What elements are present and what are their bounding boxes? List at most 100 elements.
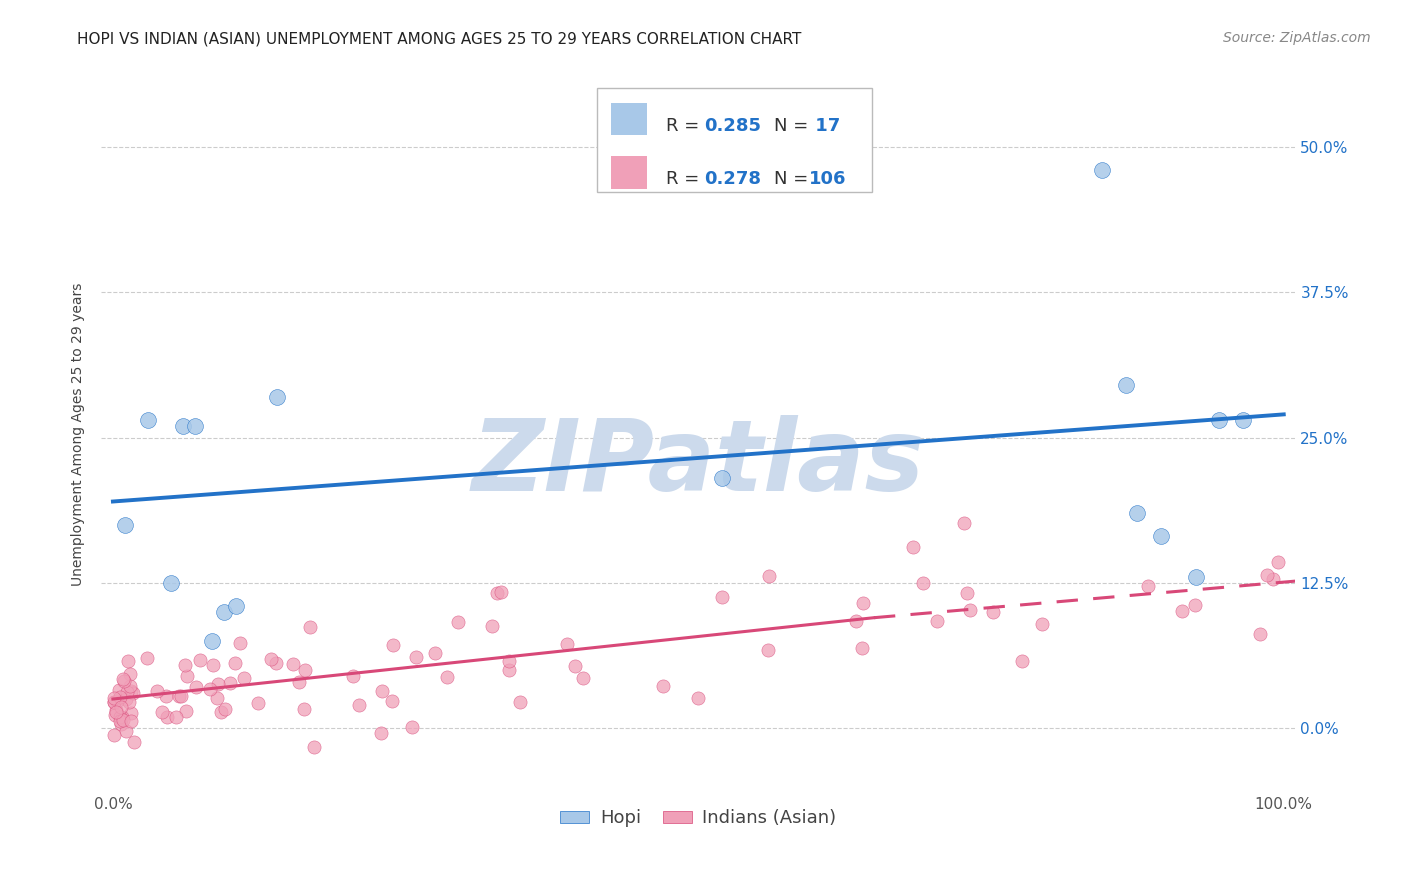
Point — [1011, 654, 1033, 668]
Point — [103, 695, 125, 709]
Point — [264, 657, 287, 671]
Point — [292, 702, 315, 716]
Text: HOPI VS INDIAN (ASIAN) UNEMPLOYMENT AMONG AGES 25 TO 29 YEARS CORRELATION CHART: HOPI VS INDIAN (ASIAN) UNEMPLOYMENT AMON… — [77, 31, 801, 46]
Point — [911, 575, 934, 590]
Point — [1256, 568, 1278, 582]
Point — [1115, 378, 1137, 392]
Point — [184, 419, 207, 434]
Point — [103, 691, 125, 706]
Text: Source: ZipAtlas.com: Source: ZipAtlas.com — [1223, 31, 1371, 45]
Text: R =: R = — [666, 170, 704, 188]
Point — [555, 636, 578, 650]
Point — [120, 679, 142, 693]
Point — [564, 659, 586, 673]
Point — [214, 702, 236, 716]
Point — [105, 705, 128, 719]
Point — [146, 683, 169, 698]
Point — [117, 654, 139, 668]
Point — [1185, 570, 1208, 584]
Point — [105, 694, 128, 708]
Text: N =: N = — [773, 170, 814, 188]
Point — [121, 686, 143, 700]
Point — [112, 673, 135, 687]
Point — [120, 714, 142, 728]
Point — [108, 710, 131, 724]
Point — [756, 643, 779, 657]
Point — [124, 734, 146, 748]
Point — [190, 653, 212, 667]
Point — [160, 575, 183, 590]
Y-axis label: Unemployment Among Ages 25 to 29 years: Unemployment Among Ages 25 to 29 years — [72, 283, 86, 586]
Point — [288, 674, 311, 689]
Point — [983, 605, 1005, 619]
Point — [107, 683, 129, 698]
Point — [112, 673, 135, 688]
Point — [342, 669, 364, 683]
Point — [118, 695, 141, 709]
Point — [108, 690, 131, 704]
Point — [233, 671, 256, 685]
Point — [852, 596, 875, 610]
Point — [571, 671, 593, 685]
Point — [266, 390, 288, 404]
Point — [209, 705, 232, 719]
Point — [349, 698, 371, 713]
Point — [108, 714, 131, 729]
Point — [172, 419, 194, 434]
Point — [155, 689, 177, 703]
FancyBboxPatch shape — [612, 156, 647, 188]
Point — [165, 709, 187, 723]
Text: 106: 106 — [810, 170, 846, 188]
Point — [498, 654, 520, 668]
Point — [136, 413, 159, 427]
Point — [260, 652, 283, 666]
Point — [1150, 529, 1173, 543]
Text: 0.285: 0.285 — [704, 117, 761, 135]
Point — [851, 641, 873, 656]
Point — [446, 615, 468, 629]
Point — [1137, 579, 1160, 593]
Point — [207, 677, 229, 691]
Point — [218, 675, 240, 690]
Point — [959, 603, 981, 617]
Point — [956, 586, 979, 600]
Point — [925, 615, 948, 629]
Point — [176, 669, 198, 683]
Point — [224, 656, 246, 670]
Point — [156, 709, 179, 723]
Point — [298, 620, 321, 634]
Point — [381, 638, 404, 652]
Point — [120, 684, 142, 698]
Point — [114, 723, 136, 738]
Point — [229, 636, 252, 650]
Text: 0.278: 0.278 — [704, 170, 761, 188]
Point — [1031, 617, 1053, 632]
Point — [401, 721, 423, 735]
Point — [110, 700, 132, 714]
Point — [498, 663, 520, 677]
Point — [111, 710, 134, 724]
Point — [1263, 573, 1285, 587]
Point — [371, 683, 394, 698]
Point — [845, 614, 868, 628]
Point — [114, 691, 136, 706]
Point — [281, 657, 304, 672]
Point — [186, 680, 208, 694]
Point — [174, 704, 197, 718]
Point — [302, 739, 325, 754]
Point — [1249, 627, 1271, 641]
Point — [103, 728, 125, 742]
Legend: Hopi, Indians (Asian): Hopi, Indians (Asian) — [553, 802, 844, 834]
Point — [173, 657, 195, 672]
Point — [953, 516, 976, 531]
Point — [370, 726, 392, 740]
Point — [710, 471, 733, 485]
Point — [294, 663, 316, 677]
Point — [118, 667, 141, 681]
Point — [120, 706, 142, 721]
Point — [212, 605, 235, 619]
Point — [1184, 598, 1206, 612]
Point — [1267, 555, 1289, 569]
Point — [481, 619, 503, 633]
Point — [104, 708, 127, 723]
